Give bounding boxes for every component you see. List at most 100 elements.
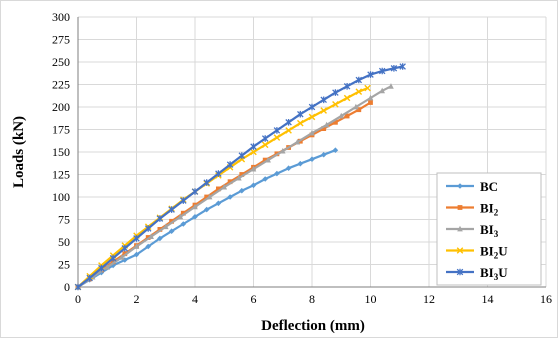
data-point bbox=[261, 135, 269, 142]
data-point bbox=[156, 215, 164, 222]
data-point bbox=[104, 264, 111, 270]
y-tick-labels: 0 25 50 75 100 125 150 175 200 225 250 275 300 bbox=[52, 10, 70, 294]
y-tick-label: 25 bbox=[58, 258, 70, 272]
legend-swatch-marker bbox=[457, 225, 463, 232]
legend-label: BI3U bbox=[480, 265, 508, 282]
data-point bbox=[250, 148, 257, 156]
legend-label: BI3 bbox=[480, 222, 499, 239]
data-point bbox=[262, 176, 268, 182]
data-point bbox=[239, 187, 245, 194]
data-point bbox=[355, 88, 363, 95]
data-point bbox=[133, 251, 140, 258]
x-tick-label: 4 bbox=[192, 292, 198, 306]
x-tick-label: 10 bbox=[365, 292, 377, 306]
x-tick-label: 2 bbox=[134, 292, 140, 306]
x-tick-label: 14 bbox=[482, 292, 494, 306]
data-point bbox=[343, 94, 351, 102]
data-point bbox=[133, 235, 140, 242]
data-point bbox=[367, 71, 374, 78]
data-point bbox=[119, 254, 125, 260]
data-point bbox=[379, 87, 385, 94]
legend-label-suffix: U bbox=[498, 265, 508, 280]
data-point bbox=[250, 182, 257, 189]
data-point bbox=[227, 179, 233, 185]
legend-label-base: BI bbox=[480, 244, 494, 259]
data-point bbox=[180, 197, 187, 204]
data-point bbox=[98, 264, 105, 272]
x-tick-label: 16 bbox=[540, 292, 552, 306]
data-point bbox=[121, 245, 129, 252]
data-point bbox=[74, 283, 82, 291]
legend-label-base: BC bbox=[480, 179, 498, 194]
series-bi3 bbox=[75, 83, 394, 290]
y-tick-label: 250 bbox=[52, 55, 70, 69]
data-point bbox=[344, 113, 350, 119]
data-point bbox=[262, 157, 268, 163]
y-tick-label: 175 bbox=[52, 123, 70, 137]
legend-swatch-marker bbox=[456, 247, 464, 254]
y-tick-label: 225 bbox=[52, 78, 70, 92]
data-point bbox=[215, 170, 222, 177]
y-tick-label: 100 bbox=[52, 190, 70, 204]
data-point bbox=[250, 143, 257, 150]
legend-label-base: BI bbox=[480, 222, 494, 237]
x-tick-labels: 0 2 4 6 8 10 12 14 16 bbox=[75, 292, 552, 306]
data-point bbox=[261, 141, 269, 149]
data-point bbox=[216, 186, 221, 192]
data-point bbox=[320, 151, 327, 158]
legend-swatch-marker bbox=[457, 205, 463, 210]
x-tick-label: 0 bbox=[75, 292, 81, 306]
legend-label: BI2 bbox=[480, 201, 499, 218]
series-bi3u bbox=[74, 63, 406, 291]
data-point bbox=[162, 223, 169, 230]
legend-label-base: BI bbox=[480, 265, 494, 280]
data-point bbox=[133, 243, 140, 249]
legend-item-bi2: BI2 bbox=[446, 201, 499, 218]
y-tick-label: 50 bbox=[58, 235, 70, 249]
legend-label-subscript: 3 bbox=[494, 229, 499, 239]
data-point bbox=[180, 210, 186, 216]
data-point bbox=[192, 214, 198, 220]
data-point bbox=[353, 103, 359, 110]
series-layer bbox=[74, 63, 406, 291]
data-point bbox=[274, 170, 280, 177]
x-tick-label: 12 bbox=[423, 292, 435, 306]
y-tick-label: 125 bbox=[52, 168, 70, 182]
data-point bbox=[177, 213, 184, 220]
x-tick-label: 8 bbox=[309, 292, 315, 306]
data-point bbox=[86, 274, 93, 282]
data-point bbox=[206, 193, 213, 200]
data-point bbox=[343, 83, 351, 90]
data-point bbox=[221, 183, 228, 190]
data-point bbox=[323, 121, 330, 128]
axes bbox=[77, 17, 546, 288]
y-tick-label: 150 bbox=[52, 145, 70, 159]
data-point bbox=[285, 119, 292, 126]
data-point bbox=[169, 218, 174, 224]
legend-label: BI2U bbox=[480, 244, 508, 261]
legend-swatch-marker bbox=[457, 183, 463, 189]
data-point bbox=[273, 127, 281, 134]
data-point bbox=[332, 89, 339, 96]
data-point bbox=[238, 152, 246, 159]
data-point bbox=[364, 84, 371, 92]
data-point bbox=[332, 101, 339, 108]
legend-swatch-marker bbox=[456, 268, 464, 276]
legend-label-subscript: 3 bbox=[494, 272, 499, 282]
y-tick-label: 75 bbox=[58, 213, 70, 227]
data-point bbox=[145, 243, 151, 250]
data-point bbox=[356, 107, 362, 113]
y-axis-title: Loads (kN) bbox=[11, 116, 27, 188]
legend-item-bc: BC bbox=[446, 179, 498, 194]
data-point bbox=[297, 110, 304, 118]
data-point bbox=[192, 203, 198, 210]
data-point bbox=[309, 156, 315, 162]
data-point bbox=[168, 206, 175, 213]
legend-label: BC bbox=[480, 179, 498, 194]
data-point bbox=[308, 103, 316, 111]
data-point bbox=[203, 206, 210, 213]
data-point bbox=[180, 221, 187, 227]
data-point bbox=[122, 251, 128, 257]
